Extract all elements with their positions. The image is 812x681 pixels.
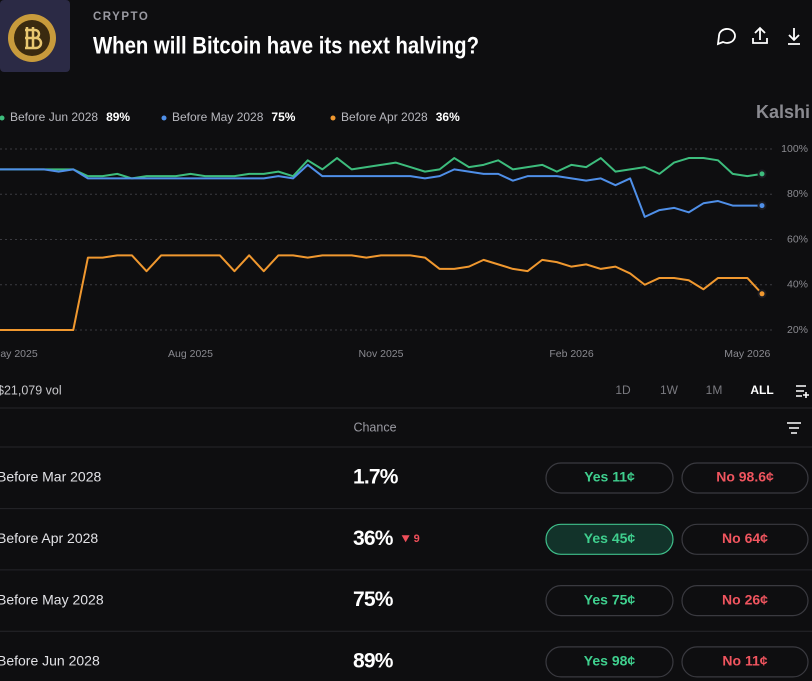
legend-dot <box>330 115 336 121</box>
row-chance: 75% <box>353 588 394 611</box>
x-tick-label: Aug 2025 <box>168 348 213 360</box>
series-line <box>0 157 763 180</box>
header-icons <box>716 26 800 46</box>
range-button[interactable]: 1D <box>615 383 631 397</box>
yes-button[interactable] <box>545 462 674 494</box>
table-row: Before May 2028 75% Yes 75¢ No 26¢ <box>0 584 812 632</box>
range-button[interactable]: ALL <box>750 383 773 397</box>
table-row: Before Mar 2028 1.7% Yes 11¢ No 98.6¢ <box>0 462 812 510</box>
row-change: 9 <box>414 533 420 545</box>
category: CRYPTO <box>93 11 149 23</box>
range-selector: 1D 1W 1M ALL <box>615 383 773 397</box>
no-button[interactable] <box>681 462 809 494</box>
end-dot <box>757 201 767 211</box>
chart: 20% 40% 60% 80% 100% May 2025 Aug 2025 Nov 2025… <box>0 110 808 360</box>
y-tick-label: 100% <box>781 143 808 155</box>
x-tick-label: Feb 2026 <box>549 348 594 360</box>
yes-label[interactable]: Yes 45¢ <box>584 530 636 546</box>
no-label[interactable]: No 64¢ <box>722 530 768 546</box>
change-arrow <box>401 535 410 543</box>
no-button[interactable] <box>681 523 809 555</box>
row-chance: 1.7% <box>353 466 399 489</box>
add-icon[interactable] <box>796 385 809 398</box>
legend-label: Before Apr 2028 <box>341 110 428 124</box>
yes-button[interactable] <box>545 523 674 555</box>
no-label[interactable]: No 26¢ <box>722 591 768 607</box>
x-tick-label: May 2025 <box>0 348 38 360</box>
yes-button[interactable] <box>545 584 674 617</box>
comment-icon[interactable] <box>716 28 736 46</box>
brand: Kalshi <box>756 102 810 122</box>
legend-value: 75% <box>271 110 295 124</box>
table-row: Before Jun 2028 89% Yes 98¢ No 11¢ <box>0 646 809 678</box>
table-row: Before Apr 2028 36% 9 Yes 45¢ No 64¢ <box>0 523 812 571</box>
table: Before Mar 2028 1.7% Yes 11¢ No 98.6¢Before… <box>0 462 812 678</box>
x-tick-label: Nov 2025 <box>359 348 404 360</box>
row-name: Before Jun 2028 <box>0 653 100 669</box>
share-icon[interactable] <box>752 26 768 44</box>
thumbnail[interactable] <box>0 0 70 72</box>
row-chance: 89% <box>353 649 394 672</box>
legend-dot <box>0 115 5 121</box>
no-label[interactable]: No 98.6¢ <box>716 469 774 485</box>
title: When will Bitcoin have its next halving? <box>93 32 479 59</box>
no-label[interactable]: No 11¢ <box>722 653 767 669</box>
y-tick-label: 80% <box>787 188 808 200</box>
table-header: Chance <box>353 420 396 434</box>
no-button[interactable] <box>681 584 809 617</box>
legend-dot <box>161 115 167 121</box>
x-tick-label: May 2026 <box>724 348 770 360</box>
row-name: Before Apr 2028 <box>0 530 98 546</box>
legend-label: Before May 2028 <box>172 110 264 124</box>
legend-value: 89% <box>106 110 130 124</box>
coin-symbol <box>25 27 43 50</box>
no-button[interactable] <box>681 646 809 678</box>
series-line <box>0 254 763 331</box>
range-button[interactable]: 1W <box>660 383 679 397</box>
series-line <box>0 163 762 218</box>
end-dot <box>757 169 767 179</box>
yes-button[interactable] <box>545 646 674 678</box>
yes-label[interactable]: Yes 98¢ <box>584 653 636 669</box>
download-icon[interactable] <box>788 28 800 45</box>
y-tick-label: 20% <box>787 324 808 336</box>
y-tick-label: 60% <box>787 233 808 245</box>
y-tick-label: 40% <box>787 279 808 291</box>
volume: $21,079 vol <box>0 383 62 397</box>
yes-label[interactable]: Yes 11¢ <box>584 469 635 485</box>
legend-value: 36% <box>436 110 460 124</box>
row-name: Before May 2028 <box>0 591 104 607</box>
range-button[interactable]: 1M <box>706 383 723 397</box>
row-name: Before Mar 2028 <box>0 469 101 485</box>
yes-label[interactable]: Yes 75¢ <box>584 591 636 607</box>
sort-icon[interactable] <box>787 422 801 434</box>
end-dot <box>757 289 767 299</box>
legend-label: Before Jun 2028 <box>10 110 98 124</box>
row-chance: 36% <box>353 527 394 550</box>
